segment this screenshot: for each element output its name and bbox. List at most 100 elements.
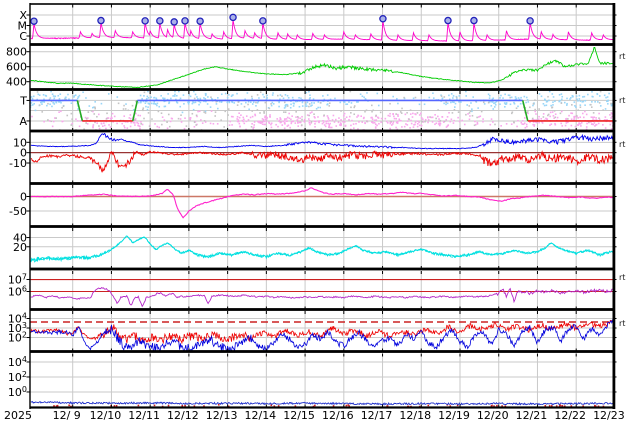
scatter-dot bbox=[548, 90, 551, 93]
scatter-dot bbox=[143, 95, 145, 97]
scatter-dot bbox=[525, 101, 527, 104]
scatter-dot bbox=[196, 115, 198, 118]
scatter-dot bbox=[339, 101, 342, 104]
scatter-dot bbox=[466, 104, 469, 106]
scatter-dot bbox=[250, 95, 253, 98]
scatter-dot bbox=[127, 109, 130, 112]
scatter-dot bbox=[554, 100, 556, 103]
scatter-dot bbox=[259, 122, 262, 124]
scatter-dot bbox=[166, 121, 168, 123]
scatter-dot bbox=[233, 102, 236, 104]
scatter-dot bbox=[164, 105, 167, 108]
scatter-dot bbox=[309, 94, 311, 97]
scatter-dot bbox=[355, 122, 357, 125]
scatter-dot bbox=[457, 111, 460, 113]
scatter-dot bbox=[373, 121, 376, 124]
scatter-dot bbox=[450, 118, 453, 121]
scatter-dot bbox=[284, 94, 287, 96]
scatter-dot bbox=[560, 110, 563, 113]
scatter-dot bbox=[584, 110, 586, 113]
scatter-dot bbox=[162, 97, 164, 99]
scatter-dot bbox=[517, 105, 519, 108]
scatter-dot bbox=[32, 95, 35, 98]
scatter-dot bbox=[290, 118, 292, 121]
scatter-dot bbox=[71, 122, 73, 125]
scatter-dot bbox=[328, 125, 331, 127]
scatter-dot bbox=[392, 123, 394, 125]
scatter-dot bbox=[123, 104, 125, 107]
scatter-dot bbox=[445, 126, 448, 128]
scatter-dot bbox=[214, 111, 217, 113]
scatter-dot bbox=[549, 124, 551, 127]
scatter-dot bbox=[578, 122, 580, 124]
scatter-dot bbox=[364, 98, 367, 101]
scatter-dot bbox=[250, 125, 253, 128]
scatter-dot bbox=[458, 101, 460, 103]
scatter-dot bbox=[157, 110, 160, 113]
x-tick-label: 12/13 bbox=[206, 409, 238, 422]
scatter-dot bbox=[236, 104, 239, 106]
scatter-dot bbox=[558, 100, 560, 103]
scatter-dot bbox=[515, 107, 518, 110]
scatter-dot bbox=[565, 122, 568, 124]
scatter-dot bbox=[496, 404, 498, 407]
scatter-dot bbox=[220, 100, 223, 103]
scatter-dot bbox=[230, 95, 233, 98]
scatter-dot bbox=[476, 123, 479, 125]
scatter-dot bbox=[137, 404, 140, 407]
y-tick-label: 107 bbox=[8, 273, 27, 287]
scatter-dot bbox=[261, 121, 264, 123]
scatter-dot bbox=[432, 97, 435, 99]
scatter-dot bbox=[526, 125, 528, 128]
scatter-dot bbox=[133, 119, 136, 121]
scatter-dot bbox=[193, 121, 196, 124]
scatter-dot bbox=[207, 96, 209, 98]
scatter-dot bbox=[241, 119, 244, 122]
scatter-dot bbox=[535, 118, 537, 121]
scatter-dot bbox=[409, 113, 412, 115]
scatter-dot bbox=[249, 116, 252, 119]
scatter-dot bbox=[244, 98, 246, 101]
x-tick-label: 12/21 bbox=[516, 409, 548, 422]
scatter-dot bbox=[60, 110, 62, 113]
scatter-dot bbox=[139, 101, 142, 104]
scatter-dot bbox=[163, 100, 166, 103]
scatter-dot bbox=[278, 105, 280, 108]
flare-marker bbox=[444, 16, 452, 25]
series-bt bbox=[30, 133, 613, 150]
scatter-dot bbox=[168, 125, 171, 128]
scatter-dot bbox=[580, 125, 582, 127]
scatter-dot bbox=[571, 112, 574, 115]
x-tick-label: 12/19 bbox=[438, 409, 470, 422]
y-tick-label: 102 bbox=[8, 370, 27, 384]
scatter-dot bbox=[558, 93, 561, 96]
scatter-dot bbox=[270, 104, 273, 107]
scatter-dot bbox=[180, 114, 182, 116]
scatter-dot bbox=[263, 120, 265, 123]
series-density-b bbox=[30, 235, 613, 263]
scatter-dot bbox=[50, 90, 52, 93]
scatter-dot bbox=[313, 113, 315, 116]
scatter-dot bbox=[194, 120, 197, 123]
scatter-dot bbox=[467, 113, 469, 115]
panel-border bbox=[30, 267, 615, 271]
scatter-dot bbox=[606, 100, 608, 103]
scatter-dot bbox=[345, 404, 348, 407]
scatter-dot bbox=[513, 101, 515, 104]
y-tick-label: 400 bbox=[6, 76, 27, 89]
scatter-dot bbox=[327, 122, 329, 125]
scatter-dot bbox=[297, 117, 300, 119]
scatter-dot bbox=[314, 120, 317, 123]
scatter-dot bbox=[296, 100, 299, 103]
series-fluence bbox=[30, 287, 613, 308]
scatter-dot bbox=[594, 124, 597, 126]
scatter-dot bbox=[597, 101, 599, 103]
scatter-dot bbox=[542, 113, 545, 115]
scatter-dot bbox=[527, 101, 530, 103]
scatter-dot bbox=[117, 102, 120, 105]
flare-marker bbox=[259, 17, 267, 25]
scatter-dot bbox=[353, 127, 355, 130]
scatter-dot bbox=[100, 122, 103, 125]
scatter-dot bbox=[509, 96, 512, 99]
